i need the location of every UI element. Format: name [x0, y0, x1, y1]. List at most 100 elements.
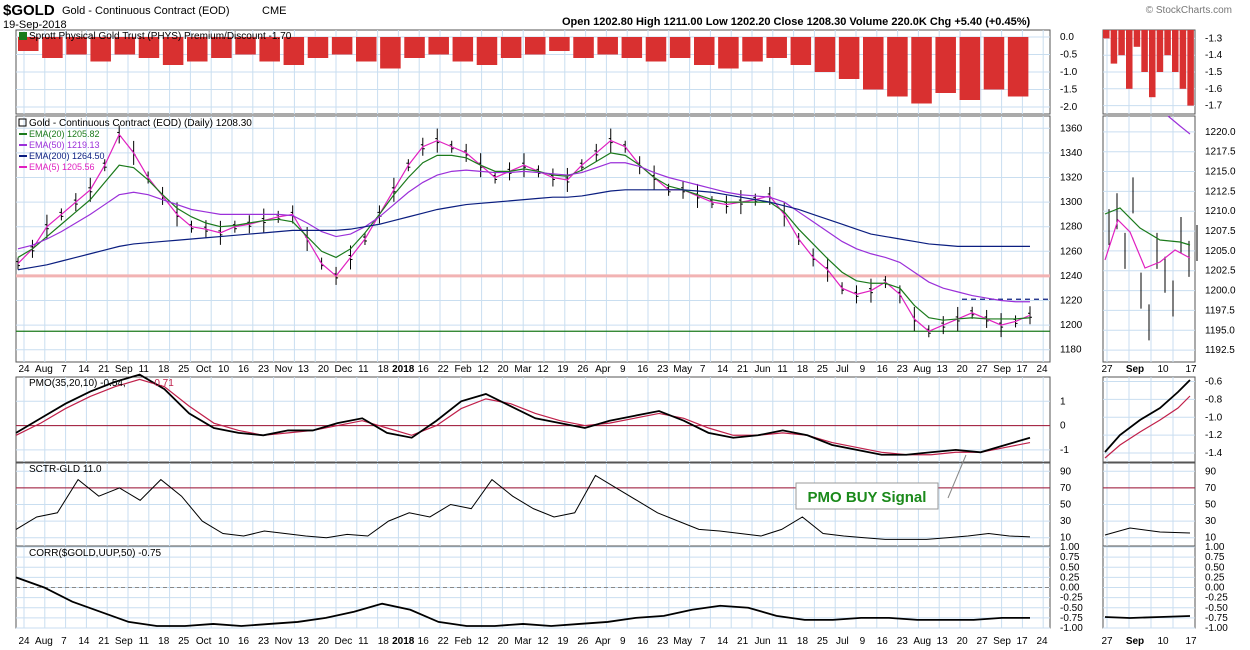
legend-label: EMA(20) 1205.82	[29, 129, 100, 139]
y-tick-label: -0.50	[1060, 603, 1083, 614]
phys-bar	[90, 37, 111, 62]
y-tick-label: 1340	[1060, 148, 1083, 159]
x-axis-label: 13	[937, 364, 949, 375]
phys-bar	[187, 37, 208, 62]
phys-bar	[718, 37, 739, 69]
phys-bar	[573, 37, 594, 58]
y-tick-label: 30	[1205, 516, 1217, 527]
side-ema20-line	[1104, 207, 1191, 246]
phys-bar	[911, 37, 932, 104]
phys-bar	[983, 37, 1005, 90]
x-axis-label: 26	[577, 364, 589, 375]
x-axis-label: Oct	[196, 364, 212, 375]
annotation-text: PMO BUY Signal	[808, 489, 927, 506]
y-tick-label: -0.6	[1205, 376, 1223, 387]
y-tick-label: 1215.0	[1205, 167, 1236, 178]
y-tick-label: -1.6	[1205, 84, 1223, 95]
x-axis-label: 25	[178, 364, 190, 375]
phys-bar	[235, 37, 256, 55]
y-tick-label: 1220.0	[1205, 127, 1236, 138]
x-axis-label: 23	[897, 636, 909, 647]
y-tick-label: 10	[1060, 533, 1072, 544]
y-tick-label: 1360	[1060, 123, 1083, 134]
x-axis-label: 24	[18, 636, 30, 647]
phys-side-bar	[1179, 30, 1187, 89]
instrument-name: Gold - Continuous Contract (EOD)	[62, 5, 230, 17]
y-tick-label: 1200.0	[1205, 286, 1236, 297]
y-tick-label: 1195.0	[1205, 325, 1235, 336]
sctr-title: SCTR-GLD 11.0	[29, 464, 102, 475]
x-axis-label: Mar	[514, 364, 532, 375]
corr-title: CORR($GOLD,UUP,50) -0.75	[29, 548, 162, 559]
ema-line	[17, 152, 1031, 321]
x-axis-label: 16	[877, 636, 889, 647]
side-x-axis-label: 17	[1185, 364, 1197, 375]
x-axis-label: 10	[218, 364, 230, 375]
x-axis-label: 25	[817, 364, 829, 375]
legend-label: EMA(5) 1205.56	[29, 162, 95, 172]
x-axis-label: 17	[1016, 364, 1028, 375]
x-axis-label: 11	[777, 636, 788, 647]
x-axis-label: 9	[860, 636, 866, 647]
y-tick-label: 1217.5	[1205, 147, 1236, 158]
symbol-title: $GOLD	[3, 2, 55, 19]
phys-bar	[597, 37, 618, 55]
phys-bar	[380, 37, 401, 69]
x-axis-label: 14	[717, 636, 729, 647]
x-axis-label: 9	[620, 364, 626, 375]
x-axis-label: 20	[497, 636, 509, 647]
x-axis-label: 18	[158, 364, 170, 375]
y-tick-label: 0.75	[1205, 552, 1225, 563]
y-tick-label: 30	[1060, 516, 1072, 527]
y-tick-label: -1.0	[1060, 67, 1078, 78]
x-axis-label: Jul	[836, 364, 849, 375]
phys-bar	[331, 37, 353, 55]
x-axis-label: 7	[700, 636, 706, 647]
side-pmo-signal	[1104, 395, 1191, 459]
y-tick-label: 70	[1060, 483, 1072, 494]
x-axis-label: Aug	[913, 636, 931, 647]
phys-bar	[621, 37, 643, 58]
ema-line	[17, 162, 1030, 303]
x-axis-label: Feb	[455, 636, 473, 647]
phys-title: Sprott Physical Gold Trust (PHYS) Premiu…	[29, 31, 292, 42]
x-axis-label: 20	[318, 636, 330, 647]
y-tick-label: 1280	[1060, 222, 1083, 233]
x-axis-label: 14	[78, 364, 90, 375]
phys-bar	[283, 37, 305, 65]
side-x-axis-label: 27	[1101, 636, 1113, 647]
x-axis-label: 16	[238, 636, 250, 647]
ohlc-icon	[18, 118, 27, 127]
x-axis-label: 22	[438, 636, 450, 647]
phys-bar	[66, 37, 87, 55]
x-axis-label: 18	[797, 364, 809, 375]
y-tick-label: -1.3	[1205, 33, 1223, 44]
quote-summary: Open 1202.80 High 1211.00 Low 1202.20 Cl…	[562, 16, 1030, 28]
phys-bar	[959, 37, 981, 100]
phys-bar	[428, 37, 449, 55]
x-axis-label: 24	[1036, 636, 1048, 647]
x-axis-label: 9	[620, 636, 626, 647]
x-axis-label: Jun	[754, 364, 770, 375]
x-axis-label: Apr	[595, 636, 611, 647]
y-tick-label: 1.00	[1205, 542, 1225, 553]
y-tick-label: 50	[1205, 500, 1217, 511]
phys-bar	[18, 37, 39, 51]
x-axis-label: 13	[298, 636, 310, 647]
x-axis-label: 12	[537, 364, 549, 375]
y-tick-label: 1300	[1060, 197, 1083, 208]
y-tick-label: 1205.0	[1205, 246, 1236, 257]
phys-bar	[742, 37, 763, 62]
x-axis-label: 25	[178, 636, 190, 647]
chart-date: 19-Sep-2018	[3, 19, 67, 31]
y-tick-label: 0.50	[1205, 562, 1225, 573]
phys-side-bar	[1141, 30, 1148, 72]
y-tick-label: -0.25	[1205, 593, 1228, 604]
phys-bar	[138, 37, 160, 58]
x-axis-label: 21	[737, 636, 749, 647]
exchange-label: CME	[262, 5, 286, 17]
y-tick-label: -0.75	[1060, 613, 1083, 624]
x-axis-label: 22	[438, 364, 450, 375]
x-axis-label: May	[673, 636, 692, 647]
phys-bar	[1007, 37, 1029, 97]
